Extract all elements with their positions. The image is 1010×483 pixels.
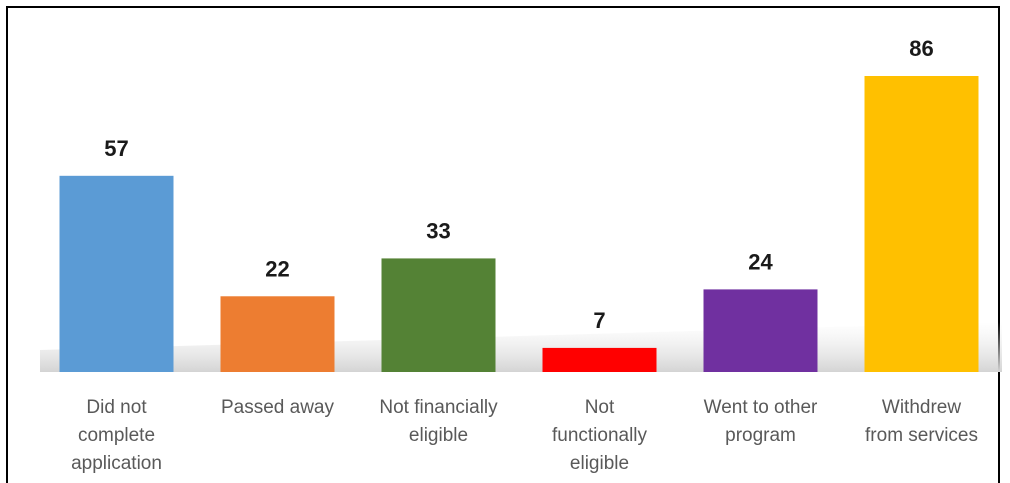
category-label-line: Withdrew [882, 397, 961, 418]
category-label-line: Not [585, 397, 615, 418]
chart-floor-shadow [40, 322, 1002, 372]
data-label-0: 57 [104, 136, 128, 161]
category-label-line: eligible [570, 453, 629, 474]
bar-3 [542, 347, 657, 372]
category-label-4: Went to other program [704, 397, 818, 446]
category-label-line: Not financially [379, 397, 498, 418]
category-label-line: program [725, 425, 796, 446]
data-label-2: 33 [426, 218, 450, 243]
category-label-line: eligible [409, 425, 468, 446]
data-label-1: 22 [265, 256, 289, 281]
category-label-line: functionally [552, 425, 648, 446]
category-labels: Did not complete application Passed away Not… [71, 397, 978, 474]
category-label-line: Passed away [221, 397, 335, 418]
category-label-3: Not functionally eligible [552, 397, 648, 474]
category-label-line: complete [78, 425, 155, 446]
bar-2 [381, 258, 496, 372]
category-label-0: Did not complete application [71, 397, 162, 474]
floor-gradient [40, 322, 1002, 372]
bar-series [59, 76, 979, 372]
category-label-line: Did not [86, 397, 147, 418]
category-label-2: Not financially eligible [379, 397, 498, 446]
bar-0 [59, 175, 174, 372]
data-label-3: 7 [593, 308, 605, 333]
category-label-line: Went to other [704, 397, 818, 418]
category-label-line: application [71, 453, 162, 474]
bar-1 [220, 296, 335, 372]
bar-5 [864, 76, 979, 372]
data-labels: 57 22 33 7 24 86 [104, 36, 933, 333]
category-label-line: from services [865, 425, 978, 446]
bar-4 [703, 289, 818, 372]
category-label-5: Withdrew from services [865, 397, 978, 446]
data-label-4: 24 [748, 249, 773, 274]
category-label-1: Passed away [221, 397, 335, 418]
data-label-5: 86 [909, 36, 933, 61]
